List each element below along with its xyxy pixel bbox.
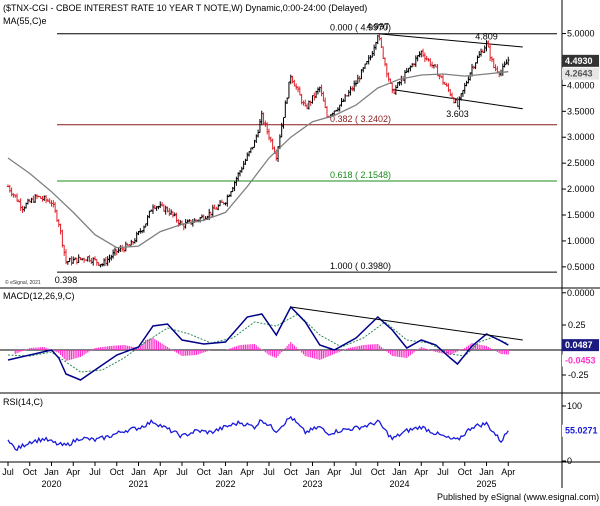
x-month-label-20: Jul — [437, 467, 449, 477]
price-annotations: 4.997 4.809 3.603 0.398 — [55, 22, 498, 285]
x-month-label-3: Apr — [66, 467, 80, 477]
ma-value-tag: 4.2643 — [565, 69, 593, 79]
price-tick-label-4: 3.0000 — [567, 132, 595, 142]
rsi-line — [7, 415, 509, 452]
price-tick-label-0: 5.0000 — [567, 29, 595, 39]
macd-tick-label-0: 0.25 — [568, 320, 586, 330]
x-month-label-0: Jul — [2, 467, 14, 477]
macd-indicator-label: MACD(12,26,9,C) — [3, 291, 75, 301]
price-trendline-0 — [377, 33, 523, 48]
macd-signal-line — [7, 313, 509, 373]
rsi-indicator-label: RSI(14,C) — [3, 397, 43, 407]
x-month-label-23: Apr — [501, 467, 515, 477]
rsi-tick-label-0: 100 — [567, 401, 582, 411]
x-year-label-3: 2023 — [302, 479, 322, 489]
price-tick-label-7: 1.5000 — [567, 210, 595, 220]
macd-trendline — [290, 306, 523, 341]
price-tick-label-9: 0.5000 — [567, 262, 595, 272]
x-month-label-5: Oct — [110, 467, 125, 477]
price-tick-label-8: 1.0000 — [567, 236, 595, 246]
x-month-label-22: Jan — [479, 467, 494, 477]
x-year-label-2: 2022 — [215, 479, 235, 489]
esignal-copyright: © eSignal, 2021 — [5, 279, 41, 286]
price-annotation-0: 4.997 — [366, 22, 389, 32]
macd-panel — [0, 305, 562, 381]
macd-value-tag: 0.0487 — [565, 340, 593, 350]
price-tick-label-5: 2.5000 — [567, 158, 595, 168]
rsi-tick-label-2: 0 — [567, 456, 572, 466]
fibonacci-levels: 0.000 ( 4.9970) 0.382 ( 3.2402) 0.618 ( 2.… — [57, 23, 557, 273]
x-month-label-21: Oct — [458, 467, 473, 477]
x-year-label-1: 2021 — [128, 479, 148, 489]
macd-tick-label-1: -0.25 — [568, 370, 589, 380]
x-month-label-16: Jul — [350, 467, 362, 477]
x-month-label-18: Jan — [392, 467, 407, 477]
price-tick-label-6: 2.0000 — [567, 184, 595, 194]
x-month-label-19: Apr — [414, 467, 428, 477]
x-year-label-0: 2020 — [41, 479, 61, 489]
price-tick-label-3: 3.5000 — [567, 106, 595, 116]
footer-publisher: Published by eSignal (www.esignal.com) — [437, 492, 599, 502]
x-month-label-15: Apr — [327, 467, 341, 477]
last-price-tag: 4.4930 — [565, 56, 593, 66]
price-annotation-2: 3.603 — [446, 109, 469, 119]
rsi-value-tag-bg — [562, 424, 599, 437]
price-annotation-3: 0.398 — [55, 275, 78, 285]
x-month-label-14: Jan — [305, 467, 320, 477]
x-month-label-10: Jan — [218, 467, 233, 477]
price-tick-label-2: 4.0000 — [567, 80, 595, 90]
macd-line — [7, 305, 509, 381]
ma-55-line — [7, 71, 509, 249]
fib-level-label-3: 1.000 ( 0.3980) — [330, 261, 391, 271]
rsi-panel — [7, 415, 509, 452]
x-axis-ticks: Jul Oct Jan Apr Jul Oct Jan Apr Jul Oct Jan Apr Jul O… — [2, 462, 515, 489]
x-month-label-9: Oct — [197, 467, 212, 477]
x-month-label-4: Jul — [89, 467, 101, 477]
chart-title: ($TNX-CGI - CBOE INTEREST RATE 10 YEAR T… — [3, 3, 367, 13]
ma-indicator-label: MA(55,C)e — [3, 16, 47, 26]
x-month-label-13: Oct — [284, 467, 299, 477]
x-month-label-11: Apr — [240, 467, 254, 477]
x-month-label-6: Jan — [131, 467, 146, 477]
x-month-label-1: Oct — [23, 467, 38, 477]
price-annotation-1: 4.809 — [475, 31, 498, 41]
macd-hist-value-tag: -0.0453 — [565, 356, 596, 366]
price-tick-label-10: 0.0000 — [567, 288, 595, 298]
fib-level-label-0: 0.000 ( 4.9970) — [330, 23, 391, 33]
fib-level-label-2: 0.618 ( 2.1548) — [330, 170, 391, 180]
macd-value-tag-bg — [562, 339, 599, 352]
value-tags: 4.4930 4.2643 0.0487 -0.0453 55.0271 — [562, 54, 599, 437]
last-price-tag-bg — [562, 54, 599, 67]
x-month-label-8: Jul — [176, 467, 188, 477]
fib-level-label-1: 0.382 ( 3.2402) — [330, 114, 391, 124]
macd-hist-value-tag-bg — [562, 354, 599, 367]
x-month-label-12: Jul — [263, 467, 275, 477]
x-month-label-2: Jan — [44, 467, 59, 477]
ma-value-tag-bg — [562, 67, 599, 80]
rsi-value-tag: 55.0271 — [565, 426, 598, 436]
x-year-label-5: 2025 — [476, 479, 496, 489]
moving-average — [7, 71, 509, 249]
x-month-label-7: Apr — [153, 467, 167, 477]
x-year-label-4: 2024 — [389, 479, 409, 489]
x-month-label-17: Oct — [371, 467, 386, 477]
